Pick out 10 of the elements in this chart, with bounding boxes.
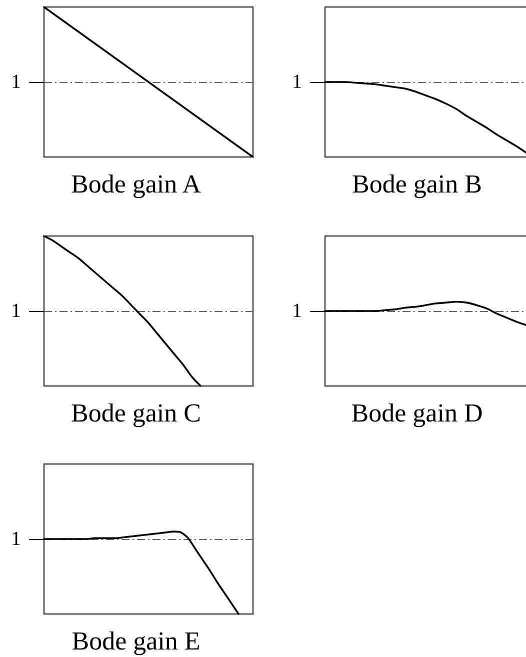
ref-line-label: 1 xyxy=(11,300,21,322)
ref-line-label: 1 xyxy=(292,300,302,322)
ref-line-label: 1 xyxy=(292,71,302,93)
x-axis-title: Bode gain A xyxy=(71,170,202,198)
x-axis-title: Bode gain E xyxy=(72,626,200,656)
x-axis-title: Bode gain D xyxy=(351,398,483,427)
ref-line-label: 1 xyxy=(11,528,21,550)
ref-line-label: 1 xyxy=(11,71,21,93)
x-axis-title: Bode gain B xyxy=(352,170,482,198)
x-axis-title: Bode gain C xyxy=(71,398,201,427)
